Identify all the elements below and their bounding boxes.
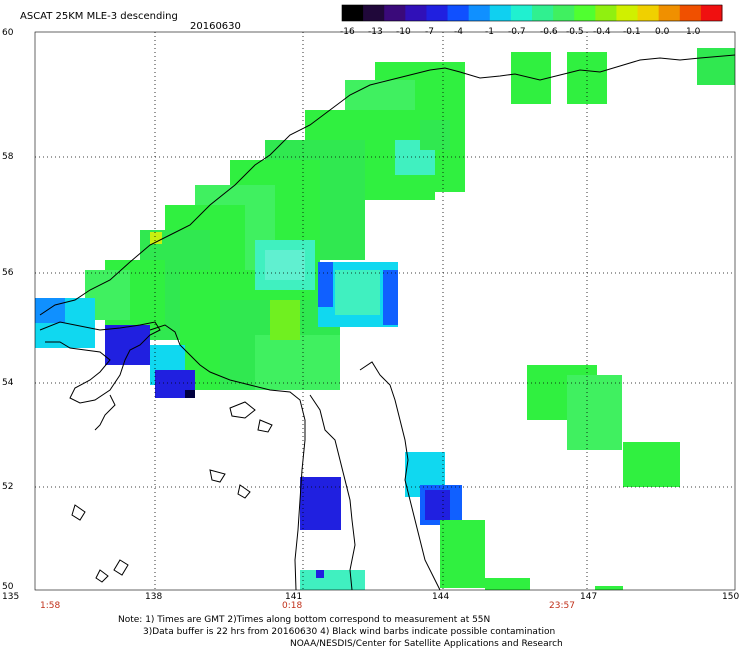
lat-label-60: 60 xyxy=(2,28,14,38)
colorbar-segment xyxy=(447,5,470,21)
swath-cell xyxy=(440,520,485,588)
lat-label-58: 58 xyxy=(2,152,14,162)
colorbar-label: -0.6 xyxy=(540,27,558,37)
colorbar-label: -0.1 xyxy=(623,27,641,37)
colorbar-label: -4 xyxy=(454,27,463,37)
swath-cell xyxy=(697,48,735,85)
swath-cell xyxy=(270,300,300,340)
swath-cell xyxy=(185,390,195,398)
colorbar-segment xyxy=(510,5,533,21)
lon-label-141: 141 xyxy=(285,592,303,602)
colorbar xyxy=(341,4,723,22)
swath-cell xyxy=(383,270,398,325)
lon-label-147: 147 xyxy=(580,592,598,602)
swath-cell xyxy=(300,570,365,590)
swath-cell xyxy=(35,298,65,323)
colorbar-label: -16 xyxy=(340,27,355,37)
swath-cell xyxy=(420,120,450,150)
swath-cell xyxy=(316,570,324,578)
swath-cell xyxy=(567,375,622,450)
note-line-3: NOAA/NESDIS/Center for Satellite Applica… xyxy=(290,639,563,649)
colorbar-segment xyxy=(405,5,427,21)
colorbar-frame xyxy=(341,4,723,22)
colorbar-segment xyxy=(553,5,575,21)
colorbar-segment xyxy=(679,5,702,21)
colorbar-segment xyxy=(574,5,596,21)
colorbar-segment xyxy=(700,5,723,21)
swath-cell xyxy=(318,262,333,307)
colorbar-label: -0.5 xyxy=(566,27,584,37)
lat-label-54: 54 xyxy=(2,378,14,388)
lat-lon-grid xyxy=(35,32,735,590)
colorbar-segment xyxy=(342,5,364,21)
lon-label-150: 150 xyxy=(722,592,740,602)
lon-label-144: 144 xyxy=(432,592,450,602)
colorbar-label: 0.0 xyxy=(655,27,670,37)
colorbar-label: -1 xyxy=(485,27,494,37)
colorbar-label: -13 xyxy=(368,27,383,37)
coastline xyxy=(39,54,736,591)
time-label-3: 23:57 xyxy=(549,601,575,611)
note-line-1: Note: 1) Times are GMT 2)Times along bot… xyxy=(118,615,491,625)
colorbar-segment xyxy=(637,5,660,21)
lat-label-52: 52 xyxy=(2,482,14,492)
data-swath xyxy=(35,48,735,590)
colorbar-label: -7 xyxy=(425,27,434,37)
colorbar-segment xyxy=(426,5,449,21)
colorbar-segment xyxy=(595,5,617,21)
swath-cell xyxy=(335,270,380,315)
colorbar-label: -10 xyxy=(396,27,411,37)
swath-cell xyxy=(485,578,530,590)
swath-cell xyxy=(425,490,450,520)
swath-cell xyxy=(623,442,680,487)
colorbar-segment xyxy=(489,5,512,21)
colorbar-label: -0.4 xyxy=(593,27,611,37)
map-frame xyxy=(34,31,736,591)
map-title: ASCAT 25KM MLE-3 descending xyxy=(20,11,178,22)
swath-cell xyxy=(255,335,340,390)
swath-cell xyxy=(595,586,623,590)
colorbar-label: -0.7 xyxy=(508,27,526,37)
lon-label-138: 138 xyxy=(145,592,163,602)
lat-label-50: 50 xyxy=(2,582,14,592)
colorbar-segment xyxy=(384,5,406,21)
swath-cell xyxy=(105,325,150,365)
time-label-1: 1:58 xyxy=(40,601,61,611)
lon-label-135: 135 xyxy=(2,592,20,602)
colorbar-segment xyxy=(616,5,639,21)
swath-cell xyxy=(300,477,341,530)
map-date: 20160630 xyxy=(190,21,241,32)
colorbar-segment xyxy=(468,5,491,21)
colorbar-label: 1.0 xyxy=(686,27,701,37)
lat-label-56: 56 xyxy=(2,268,14,278)
colorbar-segment xyxy=(658,5,681,21)
colorbar-segment xyxy=(532,5,554,21)
colorbar-segment xyxy=(363,5,385,21)
note-line-2: 3)Data buffer is 22 hrs from 20160630 4)… xyxy=(143,627,556,637)
swath-cell xyxy=(265,250,305,280)
time-label-2: 0:18 xyxy=(282,601,303,611)
